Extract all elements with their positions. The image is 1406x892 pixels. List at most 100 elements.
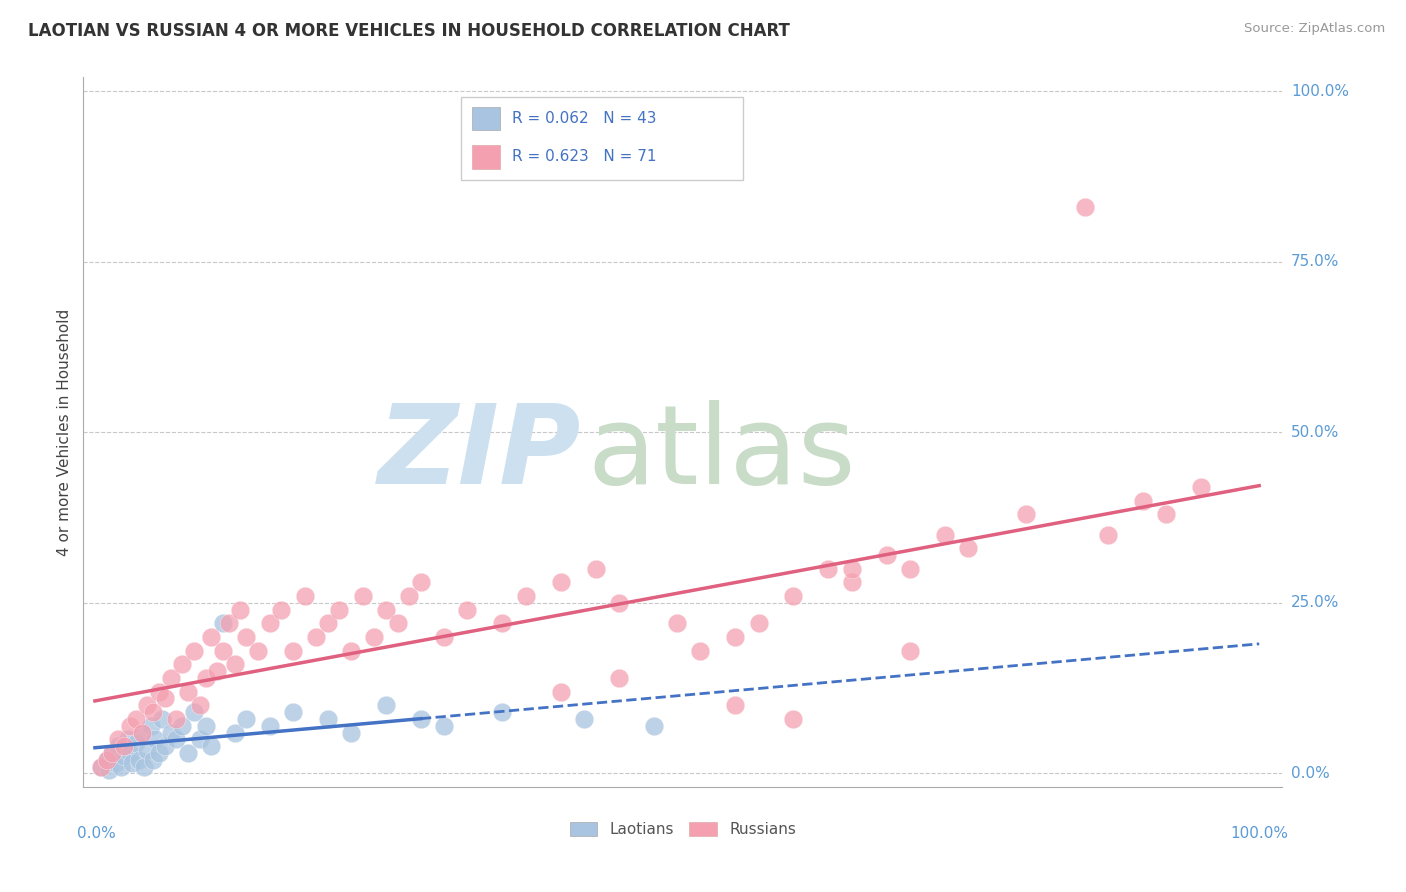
Point (229, 603, 252, 617)
Point (159, 725, 181, 739)
Point (363, 630, 385, 644)
Point (121, 756, 143, 771)
Point (142, 753, 165, 767)
Point (1189, 480, 1212, 494)
Point (387, 616, 409, 631)
Text: 100.0%: 100.0% (1291, 84, 1348, 99)
Point (152, 712, 174, 726)
Point (200, 739, 222, 754)
Point (159, 671, 181, 685)
Point (125, 736, 148, 750)
Point (212, 616, 235, 631)
Point (235, 712, 257, 726)
Point (1132, 493, 1154, 508)
Point (782, 712, 804, 726)
Point (200, 630, 222, 644)
Point (139, 719, 162, 733)
Point (205, 664, 228, 678)
Point (131, 725, 153, 739)
Point (183, 705, 205, 719)
Point (112, 739, 135, 754)
Point (96, 753, 118, 767)
Point (515, 589, 537, 603)
Point (118, 719, 141, 733)
Point (433, 630, 456, 644)
Point (328, 603, 350, 617)
Point (183, 643, 205, 657)
Point (118, 746, 141, 760)
Point (375, 698, 398, 713)
Text: 75.0%: 75.0% (1291, 254, 1339, 269)
Point (148, 684, 170, 698)
Point (101, 746, 124, 760)
Point (153, 739, 176, 754)
Point (235, 630, 257, 644)
Point (128, 753, 150, 767)
Point (132, 759, 155, 773)
Text: 25.0%: 25.0% (1291, 595, 1339, 610)
Point (585, 562, 607, 576)
Text: 50.0%: 50.0% (1291, 425, 1339, 440)
Point (281, 643, 304, 657)
Y-axis label: 4 or more Vehicles in Household: 4 or more Vehicles in Household (58, 309, 72, 556)
Point (724, 698, 747, 713)
Point (246, 643, 269, 657)
Point (270, 603, 292, 617)
Point (110, 759, 132, 773)
Point (491, 705, 513, 719)
Point (1015, 507, 1038, 521)
Point (294, 589, 316, 603)
Point (433, 719, 456, 733)
Point (316, 712, 339, 726)
Point (352, 589, 374, 603)
Point (177, 746, 200, 760)
Point (409, 712, 432, 726)
Point (689, 643, 711, 657)
Point (259, 719, 281, 733)
Point (898, 643, 921, 657)
Point (90, 759, 112, 773)
Point (898, 562, 921, 576)
Point (934, 527, 956, 541)
Point (194, 671, 217, 685)
Point (259, 616, 281, 631)
Point (607, 671, 630, 685)
Point (90, 759, 112, 773)
Point (117, 732, 139, 747)
Point (96, 753, 118, 767)
Point (340, 725, 363, 739)
Point (172, 657, 194, 672)
Point (1154, 507, 1177, 521)
Text: ZIP: ZIP (377, 401, 581, 507)
Text: 0.0%: 0.0% (1291, 766, 1330, 781)
Point (224, 725, 246, 739)
Point (148, 746, 170, 760)
Point (841, 575, 863, 590)
Point (572, 712, 595, 726)
Point (153, 691, 176, 706)
Text: 100.0%: 100.0% (1230, 826, 1288, 841)
Point (957, 541, 980, 556)
Point (172, 719, 194, 733)
Point (101, 746, 124, 760)
Point (643, 719, 665, 733)
Point (340, 643, 363, 657)
Point (409, 575, 432, 590)
Point (841, 562, 863, 576)
Point (398, 589, 420, 603)
Point (142, 705, 165, 719)
Point (876, 548, 898, 562)
Point (131, 725, 153, 739)
Point (194, 719, 217, 733)
Point (817, 562, 839, 576)
Text: 0.0%: 0.0% (77, 826, 117, 841)
Point (782, 589, 804, 603)
Point (724, 630, 747, 644)
Point (218, 616, 240, 631)
Legend: Laotians, Russians: Laotians, Russians (564, 816, 801, 843)
Text: atlas: atlas (586, 401, 855, 507)
Point (165, 732, 187, 747)
Point (607, 596, 630, 610)
Point (188, 732, 211, 747)
Point (97, 763, 120, 777)
